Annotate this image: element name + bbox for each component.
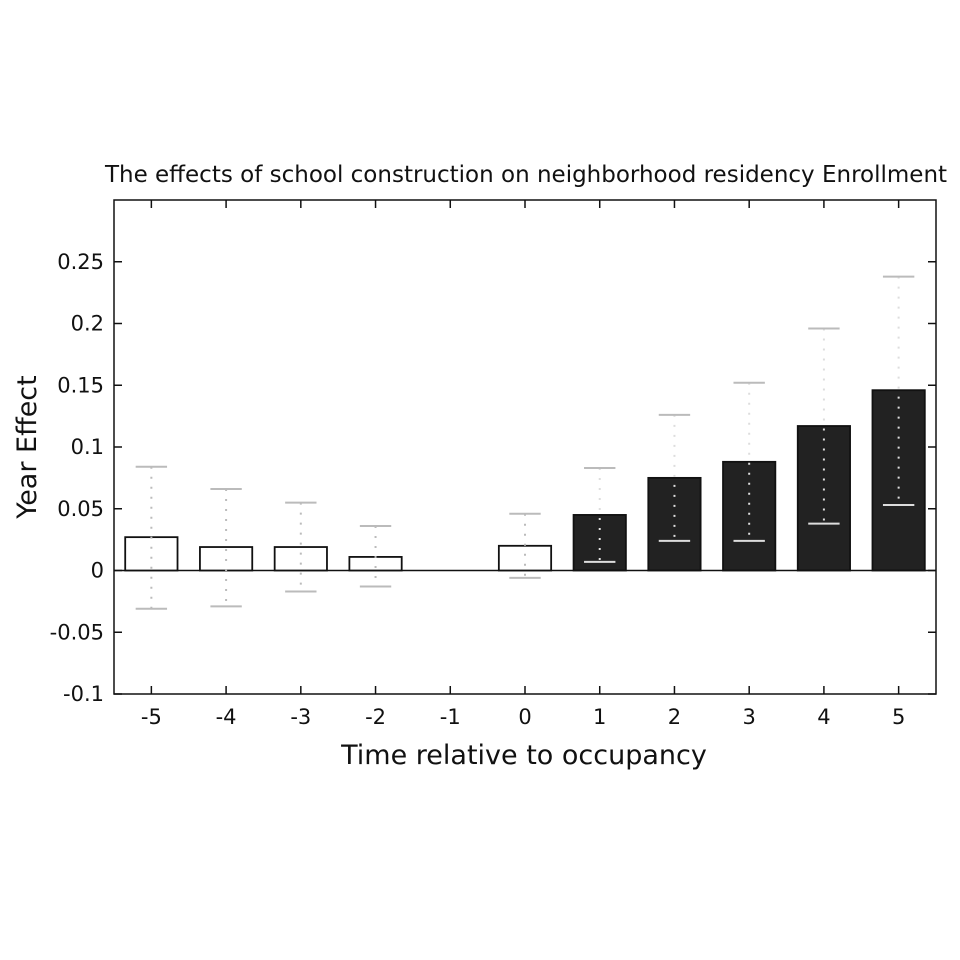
x-tick-label: 4 xyxy=(817,705,830,729)
y-tick-label: 0.2 xyxy=(71,312,104,336)
y-tick-label: 0.1 xyxy=(71,435,104,459)
x-tick-label: 1 xyxy=(593,705,606,729)
x-tick-label: 3 xyxy=(742,705,755,729)
bar-0 xyxy=(497,544,553,572)
chart-title: The effects of school construction on ne… xyxy=(104,162,947,188)
y-tick-label: 0.05 xyxy=(57,497,104,521)
bar-2 xyxy=(647,476,702,572)
y-tick-label: 0.25 xyxy=(57,250,104,274)
x-tick-label: -4 xyxy=(216,705,237,729)
bar-5 xyxy=(871,389,926,572)
bar--5 xyxy=(124,536,179,572)
x-tick-label: -5 xyxy=(141,705,162,729)
y-tick-label: -0.05 xyxy=(50,620,104,644)
y-tick-label: 0 xyxy=(91,559,104,583)
x-tick-label: -1 xyxy=(440,705,461,729)
bar--2 xyxy=(348,556,403,572)
bar-4 xyxy=(796,425,851,572)
x-tick-label: -2 xyxy=(365,705,386,729)
x-tick-label: 0 xyxy=(518,705,531,729)
y-tick-label: 0.15 xyxy=(57,373,104,397)
y-axis-label: Year Effect xyxy=(12,375,43,519)
x-tick-label: -3 xyxy=(290,705,311,729)
bar-3 xyxy=(722,460,777,572)
plot-frame xyxy=(113,199,937,695)
x-tick-label: 2 xyxy=(668,705,681,729)
bar--3 xyxy=(273,546,328,572)
y-tick-label: -0.1 xyxy=(63,682,104,706)
x-axis-label: Time relative to occupancy xyxy=(340,740,707,771)
x-tick-label: 5 xyxy=(892,705,905,729)
